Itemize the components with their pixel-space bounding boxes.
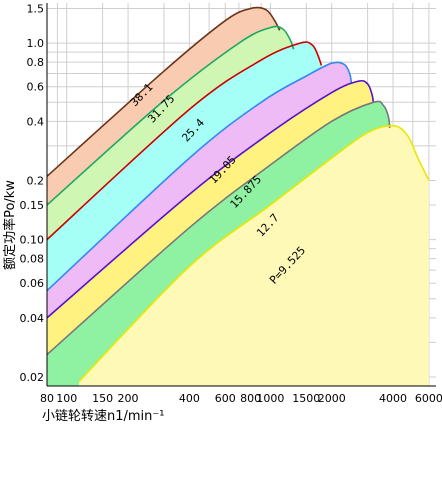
series-line-p-9-525: [78, 124, 430, 382]
series-lines: [46, 6, 430, 382]
plot-frame: [46, 3, 436, 387]
x-tick-label: 600: [215, 392, 236, 405]
series-line-12-7: [46, 100, 391, 356]
series-line-31-75: [46, 25, 295, 206]
x-tick-label: 80: [40, 392, 54, 405]
y-tick-label: 0.2: [27, 174, 45, 187]
y-axis-label: 额定功率Po/kw: [2, 180, 18, 270]
x-axis-label: 小链轮转速n1/min⁻¹: [42, 409, 164, 424]
series-areas: [47, 7, 429, 387]
x-tick-label: 1500: [292, 392, 320, 405]
x-tick-label: 1000: [256, 392, 284, 405]
y-tick-label: 0.8: [27, 56, 45, 69]
y-tick-label: 1.0: [27, 37, 45, 50]
x-tick-label: 4000: [379, 392, 407, 405]
x-tick-label: 800: [240, 392, 261, 405]
y-tick-label: 0.06: [20, 277, 45, 290]
x-tick-label: 400: [179, 392, 200, 405]
x-tick-label: 6000: [415, 392, 442, 405]
x-tick-label: 2000: [318, 392, 346, 405]
y-tick-label: 0.15: [20, 199, 45, 212]
series-area-p-9-525: [79, 125, 429, 386]
x-tick-label: 150: [92, 392, 113, 405]
x-tick-label: 200: [118, 392, 139, 405]
series-line-19-05: [46, 61, 353, 292]
series-line-25-4: [46, 41, 323, 241]
y-tick-label: 0.6: [27, 81, 45, 94]
y-tick-label: 0.08: [20, 253, 45, 266]
y-tick-label: 0.4: [27, 115, 45, 128]
series-line-38-1: [46, 6, 281, 177]
y-tick-label: 0.02: [20, 371, 45, 384]
y-tick-label: 1.5: [27, 3, 45, 16]
y-tick-label: 0.10: [20, 234, 45, 247]
y-tick-label: 0.04: [20, 312, 45, 325]
series-line-15-875: [46, 79, 375, 319]
y-tick-labels: 0.02 0.04 0.06 0.08 0.10 0.15 0.2 0.4 0.6 0.8 1.0 1…: [20, 3, 45, 384]
x-tick-label: 100: [56, 392, 77, 405]
